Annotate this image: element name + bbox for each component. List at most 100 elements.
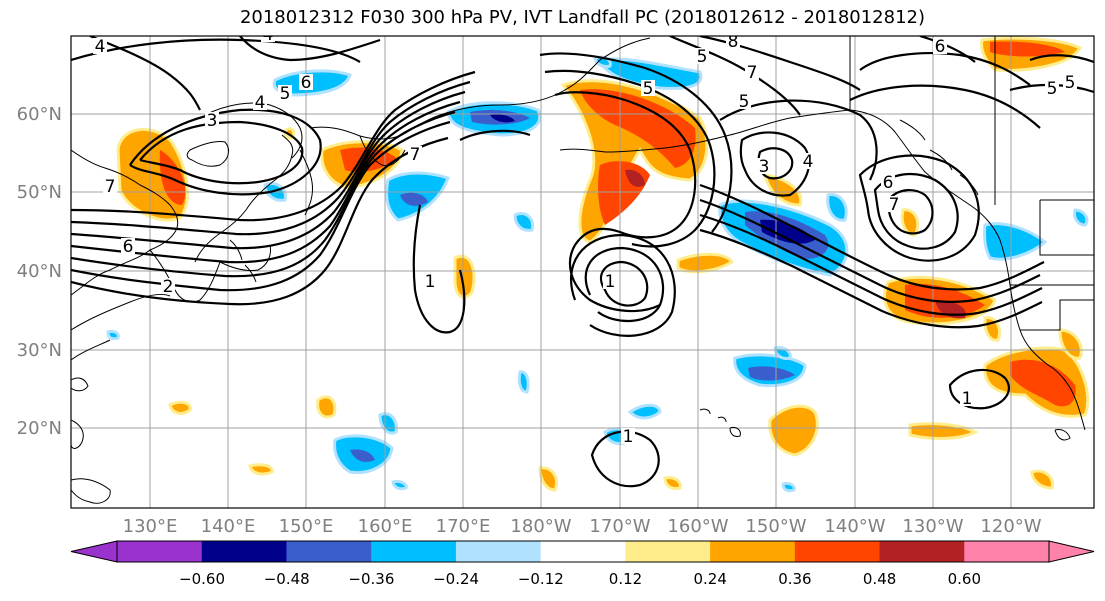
contour-label-bg [737, 93, 751, 109]
lon-tick-label: 130°W [902, 516, 963, 537]
colorbar-tick-label: 0.48 [863, 570, 896, 588]
contour-label: 3 [759, 157, 770, 177]
contour-label-bg [161, 278, 175, 294]
pv-contours [71, 36, 1094, 488]
contour-label-bg [695, 48, 709, 64]
contour-label-bg [423, 273, 437, 289]
contour-label-bg [1045, 80, 1059, 96]
colorbar-segment [371, 541, 457, 562]
contour-label: 7 [889, 195, 900, 215]
contour-label: 2 [163, 277, 174, 297]
colorbar-extend-max [1048, 540, 1095, 563]
colorbar-tick-label: −0.60 [179, 570, 225, 588]
lon-tick-label: 170°W [589, 516, 650, 537]
lon-tick-label: 130°E [123, 516, 178, 537]
contour-label: 1 [425, 272, 436, 292]
latitude-tick-labels: 60°N 50°N 40°N 30°N 20°N [17, 104, 62, 439]
contour-label: 6 [123, 237, 134, 257]
contour-label-bg [103, 178, 117, 194]
gridlines [71, 36, 1094, 508]
contour-label: 4 [95, 37, 106, 57]
contour-label-bg [745, 64, 759, 80]
colorbar-tick-label: −0.48 [264, 570, 310, 588]
lon-tick-label: 160°W [667, 516, 728, 537]
contour-label-bg [278, 85, 292, 101]
contour-label: 1 [605, 272, 616, 292]
contour-label: 7 [105, 177, 116, 197]
contour-label: 1 [623, 427, 634, 447]
lon-tick-label: 180°W [510, 516, 571, 537]
contour-label: 6 [301, 73, 312, 93]
lon-tick-label: 160°E [358, 516, 413, 537]
contour-label-bg [408, 146, 422, 162]
colorbar-segment [879, 541, 965, 562]
contour-label: 5 [739, 92, 750, 112]
colorbar-frame [116, 540, 1050, 563]
contour-label: 6 [935, 37, 946, 57]
colorbar-tick-label: 0.24 [693, 570, 726, 588]
lon-tick-label: 170°E [436, 516, 491, 537]
colorbar-segment [710, 541, 796, 562]
contour-label-bg [641, 80, 655, 96]
contour-label-bg [801, 153, 815, 169]
contour-label-bg [603, 273, 617, 289]
contour-label: 5 [1047, 79, 1058, 99]
lat-tick-label: 40°N [17, 261, 62, 282]
contour-label-bg [726, 36, 740, 49]
contour-label: 5 [1065, 73, 1076, 93]
contour-label-bg [621, 428, 635, 444]
contour-label-bg [881, 174, 895, 190]
contour-label: 7 [747, 63, 758, 83]
contour-label: 5 [643, 79, 654, 99]
contour-label: 4 [263, 25, 274, 45]
contour-label: 4 [255, 93, 266, 113]
contour-label-bg [299, 74, 313, 90]
colorbar-segment [455, 541, 542, 562]
contour-label-bg [960, 390, 974, 406]
contour-label-bg [933, 38, 947, 54]
lat-tick-label: 60°N [17, 104, 62, 125]
contour-label-bg [757, 158, 771, 174]
colorbar-segment [964, 541, 1050, 562]
colorbar-segment [201, 541, 287, 562]
contour-label-bg [93, 38, 107, 54]
contour-label: 1 [962, 389, 973, 409]
contour-label: 3 [207, 111, 218, 131]
plot-frame [70, 35, 1095, 509]
colorbar-segment [117, 541, 203, 562]
contour-label-bg [205, 112, 219, 128]
lon-tick-label: 120°W [980, 516, 1041, 537]
lat-tick-label: 50°N [17, 182, 62, 203]
longitude-tick-labels: 130°E 140°E 150°E 160°E 170°E 180°W 170°W 160°W… [123, 516, 1042, 537]
lat-tick-label: 20°N [17, 418, 62, 439]
lon-tick-label: 140°W [824, 516, 885, 537]
contour-label-bg [253, 94, 267, 110]
colorbar-tick-label: −0.12 [518, 570, 564, 588]
lon-tick-label: 150°W [745, 516, 806, 537]
contour-label: 6 [883, 173, 894, 193]
colorbar-tick-label: −0.24 [433, 570, 479, 588]
contour-label: 4 [803, 152, 814, 172]
colorbar-segment [540, 541, 626, 562]
contour-label-bg [121, 238, 135, 254]
colorbar-tick-label: 0.12 [609, 570, 642, 588]
colorbar-segment [286, 541, 372, 562]
map-title: 2018012312 F030 300 hPa PV, IVT Landfall… [239, 7, 926, 28]
contour-label: 5 [280, 84, 291, 104]
lon-tick-label: 150°E [279, 516, 334, 537]
contour-label-bg [261, 36, 275, 42]
lon-tick-label: 140°E [201, 516, 256, 537]
colorbar-segment [625, 541, 711, 562]
colorbar-extend-min [70, 540, 118, 563]
colorbar-segment [794, 541, 881, 562]
colorbar-tick-label: −0.36 [348, 570, 394, 588]
colorbar-tick-label: 0.36 [778, 570, 811, 588]
lat-tick-label: 30°N [17, 340, 62, 361]
contour-label: 5 [697, 47, 708, 67]
contour-label-bg [1063, 74, 1077, 90]
contour-label: 8 [728, 32, 739, 52]
contour-label: 7 [410, 145, 421, 165]
colorbar-tick-label: 0.60 [948, 570, 981, 588]
